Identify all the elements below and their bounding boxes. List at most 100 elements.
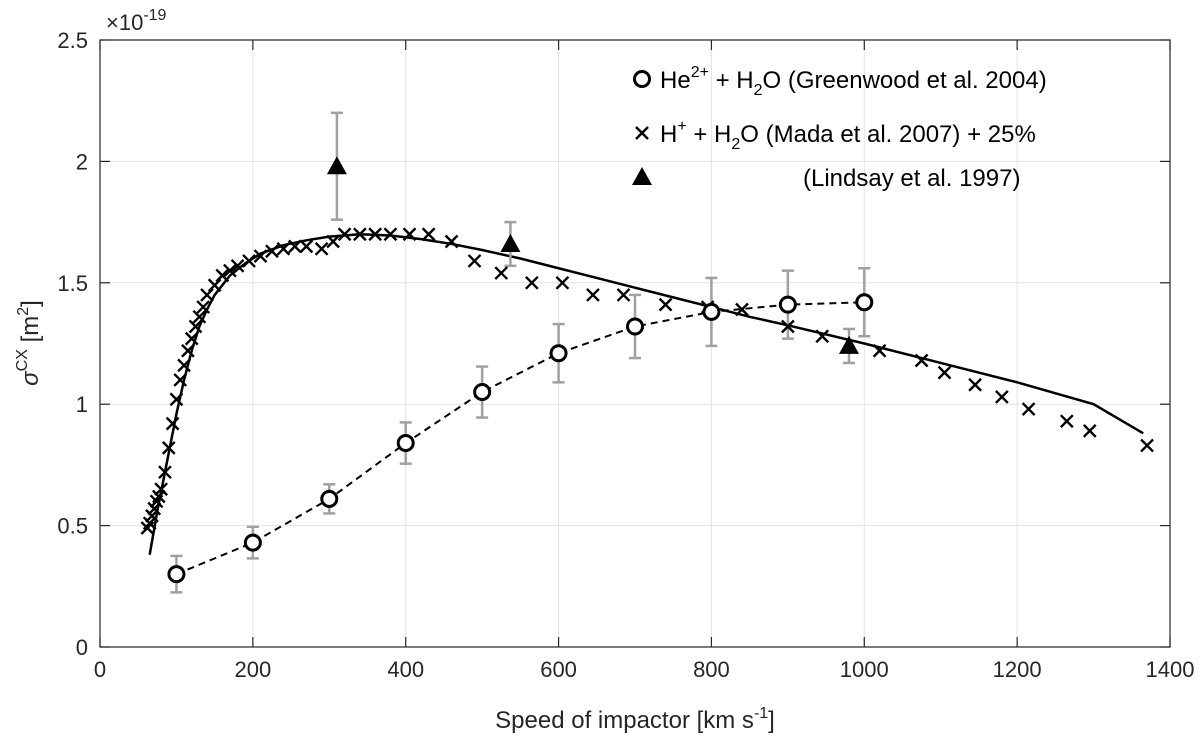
mada-cross-point	[161, 441, 176, 455]
mada-cross-point	[314, 241, 329, 256]
legend-cross-marker	[635, 126, 649, 140]
cross-stroke	[494, 266, 509, 280]
cross-stroke	[937, 365, 952, 380]
cross-stroke	[299, 239, 314, 254]
cross-stroke	[368, 227, 382, 242]
x-tick-label: 600	[540, 657, 577, 682]
mada-cross-point	[467, 254, 482, 268]
cross-stroke	[288, 239, 302, 254]
mada-cross-point	[616, 288, 631, 302]
mada-cross-point	[353, 227, 367, 242]
y-tick-label: 1	[76, 392, 88, 417]
mada-cross-point	[196, 300, 211, 314]
legend-text-part: (Lindsay et al. 1997)	[803, 165, 1020, 192]
cross-stroke	[815, 329, 830, 344]
legend-entry-text: He2+ + H2O (Greenwood et al. 2004)	[660, 64, 1047, 99]
x-tick-label: 400	[387, 657, 424, 682]
cross-stroke	[215, 268, 230, 283]
y-axis-label: σCX [m2]	[14, 300, 44, 386]
cross-stroke	[223, 263, 237, 278]
mada-cross-point	[154, 482, 168, 497]
cross-stroke	[276, 241, 291, 256]
cross-stroke	[165, 416, 180, 431]
cross-stroke	[616, 288, 631, 302]
cross-stroke	[1021, 402, 1036, 416]
mada-cross-point	[288, 239, 302, 254]
cross-stroke	[968, 377, 982, 392]
mada-cross-point	[995, 390, 1009, 404]
mada-cross-point	[968, 377, 982, 392]
greenwood-circle-point	[549, 344, 568, 363]
legend-text-part: O (Greenwood et al. 2004)	[763, 67, 1047, 94]
cross-stroke	[421, 227, 436, 242]
cross-stroke	[326, 234, 340, 249]
mada-cross-point	[494, 266, 509, 280]
legend-text-part: + H	[687, 121, 732, 148]
cross-stroke	[872, 343, 887, 358]
cross-stroke	[781, 319, 795, 334]
x-tick-label: 1200	[993, 657, 1042, 682]
mada-cross-point	[1082, 424, 1097, 438]
legend-entry-text: (Lindsay et al. 1997)	[803, 165, 1020, 192]
mada-cross-point	[555, 275, 570, 290]
greenwood-circle-point	[473, 383, 492, 402]
cross-stroke	[555, 275, 570, 290]
x-tick-label: 200	[234, 657, 271, 682]
legend-entry-text: H+ + H2O (Mada et al. 2007) + 25%	[660, 118, 1036, 153]
cross-stroke	[253, 249, 268, 263]
mada-cross-point	[914, 353, 929, 368]
lindsay-triangle-point	[839, 335, 859, 354]
legend-text-part: H	[660, 121, 677, 148]
mada-cross-point	[586, 288, 600, 302]
mada-cross-point	[192, 309, 207, 324]
y-tick-label: 2.5	[57, 28, 88, 53]
cross-stroke	[524, 275, 539, 290]
mada-cross-point	[223, 263, 237, 278]
x-tick-label: 1400	[1146, 657, 1195, 682]
cross-stroke	[444, 234, 459, 249]
mada-cross-point	[815, 329, 830, 344]
mada-cross-point	[337, 227, 352, 242]
mada-cross-point	[326, 234, 340, 249]
cross-stroke	[161, 441, 176, 455]
cross-stroke	[467, 254, 482, 268]
cross-stroke	[242, 254, 256, 268]
cross-stroke	[658, 297, 673, 312]
mada-cross-point	[230, 258, 245, 273]
cross-stroke	[1140, 438, 1154, 453]
cross-stroke	[1082, 424, 1097, 438]
y-tick-label: 2	[76, 149, 88, 174]
cross-stroke	[402, 227, 417, 242]
y-axis-exponent: ×10-19	[106, 7, 167, 35]
cross-stroke	[173, 373, 188, 387]
x-tick-label: 1000	[840, 657, 889, 682]
x-axis-label: Speed of impactor [km s-1]	[495, 705, 775, 734]
mada-cross-point	[658, 297, 673, 312]
axis-ticks: 0 200 400 600 800 1000 1200 1400 0 0.5 1 1.5 2 2.5	[57, 28, 1194, 682]
cross-stroke	[1059, 414, 1074, 429]
mada-cross-point	[158, 465, 172, 480]
greenwood-circle-point	[702, 302, 721, 321]
greenwood-dashed-line	[176, 301, 865, 576]
mada-cross-point	[444, 234, 459, 249]
legend-text-part: + H	[709, 67, 754, 94]
legend-triangle-marker	[632, 167, 652, 185]
cross-stroke	[314, 241, 329, 256]
cross-stroke	[169, 392, 184, 407]
legend-text-part: 2+	[691, 64, 709, 81]
x-tick-label: 800	[693, 657, 730, 682]
mada-cross-point	[524, 275, 539, 290]
greenwood-circle-point	[167, 565, 186, 584]
mada-cross-point	[188, 319, 203, 334]
y-tick-label: 1.5	[57, 271, 88, 296]
mada-cross-point	[207, 278, 222, 293]
mada-cross-point	[184, 331, 199, 346]
mada-cross-point	[242, 254, 256, 268]
legend-text-part: 2	[754, 82, 763, 99]
mada-cross-point	[383, 227, 398, 242]
cross-stroke	[181, 343, 195, 358]
cross-stroke	[337, 227, 352, 242]
lindsay-triangle-point	[500, 233, 521, 252]
greenwood-circle-point	[396, 434, 415, 453]
mada-cross-point	[276, 241, 291, 256]
